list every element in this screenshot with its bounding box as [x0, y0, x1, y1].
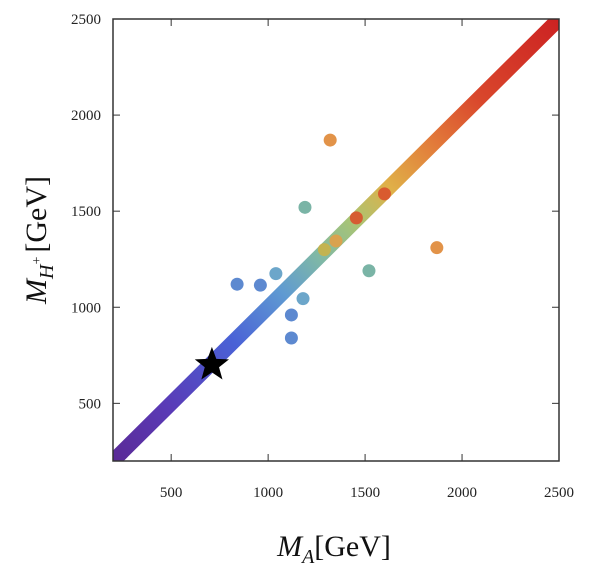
y-tick-label: 1000: [71, 300, 101, 316]
x-tick-label: 1000: [253, 485, 283, 501]
x-tick-label: 1500: [350, 485, 380, 501]
data-point: [269, 267, 283, 281]
y-tick-label: 1500: [71, 204, 101, 220]
data-point: [298, 200, 312, 214]
data-point: [377, 187, 391, 201]
data-point: [323, 133, 337, 147]
plot-frame: [112, 18, 560, 462]
data-point: [317, 243, 331, 257]
data-point: [362, 264, 376, 278]
data-point: [430, 241, 444, 255]
data-point: [329, 234, 343, 248]
data-point: [296, 292, 310, 306]
y-tick-label: 2500: [71, 12, 101, 28]
data-point: [253, 278, 267, 292]
y-tick-label: 2000: [71, 108, 101, 124]
data-point: [284, 308, 298, 322]
x-tick-label: 2000: [447, 485, 477, 501]
y-tick-label: 500: [79, 396, 102, 412]
data-point: [284, 331, 298, 345]
benchmark-star-marker: [194, 346, 230, 380]
data-point: [230, 277, 244, 291]
data-point: [349, 211, 363, 225]
x-tick-label: 2500: [544, 485, 574, 501]
x-tick-label: 500: [160, 485, 183, 501]
x-axis-label: MA[GeV]: [276, 530, 391, 568]
y-axis-label: MH+[GeV]: [20, 176, 58, 305]
